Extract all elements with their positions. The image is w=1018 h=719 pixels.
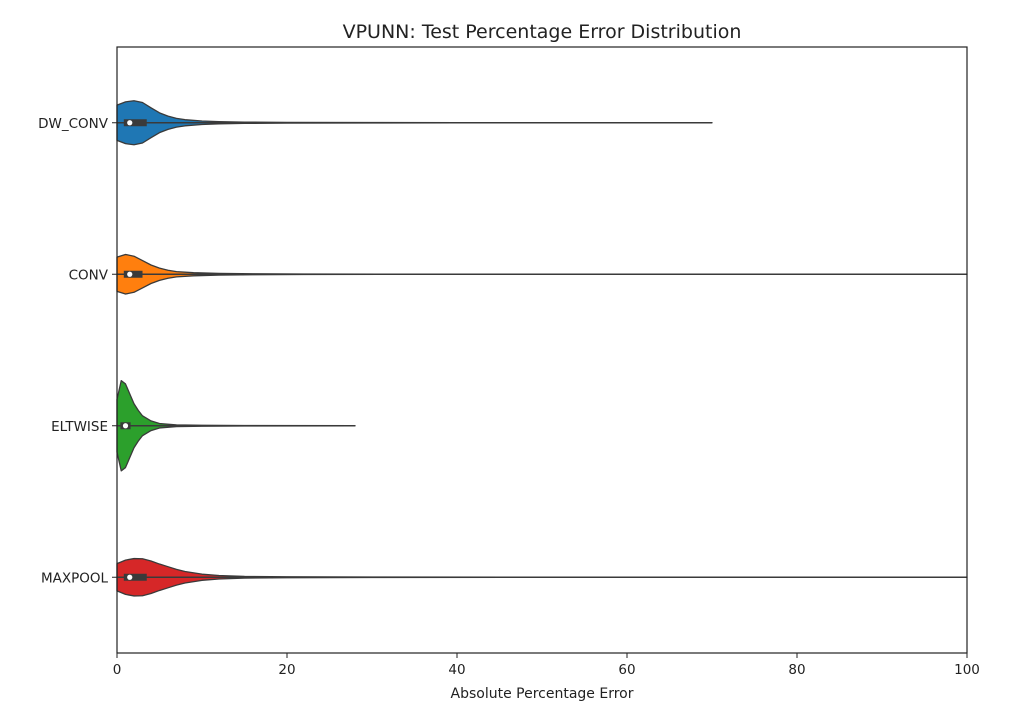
x-axis-ticks: 0 20 40 60 80 100 bbox=[113, 653, 980, 678]
iqr-box-maxpool bbox=[123, 573, 147, 581]
x-tick-label: 40 bbox=[448, 662, 465, 678]
x-tick-label: 20 bbox=[278, 662, 295, 678]
y-axis-ticks: DW_CONV CONV ELTWISE MAXPOOL bbox=[38, 116, 117, 586]
y-tick-label: CONV bbox=[69, 267, 109, 283]
iqr-box-dw-conv bbox=[123, 119, 147, 127]
median-dot-dw-conv bbox=[127, 120, 133, 126]
violins-group bbox=[116, 100, 968, 597]
x-axis-label: Absolute Percentage Error bbox=[451, 686, 634, 702]
x-tick-label: 0 bbox=[113, 662, 122, 678]
y-tick-label: DW_CONV bbox=[38, 116, 109, 132]
median-dot-conv bbox=[127, 271, 133, 277]
median-dot-eltwise bbox=[122, 423, 129, 429]
x-tick-label: 100 bbox=[954, 662, 980, 678]
chart-title: VPUNN: Test Percentage Error Distributio… bbox=[343, 21, 742, 43]
plot-frame bbox=[116, 46, 968, 654]
y-tick-label: MAXPOOL bbox=[41, 570, 109, 586]
y-tick-label: ELTWISE bbox=[51, 419, 108, 435]
x-tick-label: 80 bbox=[788, 662, 805, 678]
iqr-box-conv bbox=[123, 270, 143, 278]
x-tick-label: 60 bbox=[618, 662, 635, 678]
median-dot-maxpool bbox=[127, 574, 133, 580]
